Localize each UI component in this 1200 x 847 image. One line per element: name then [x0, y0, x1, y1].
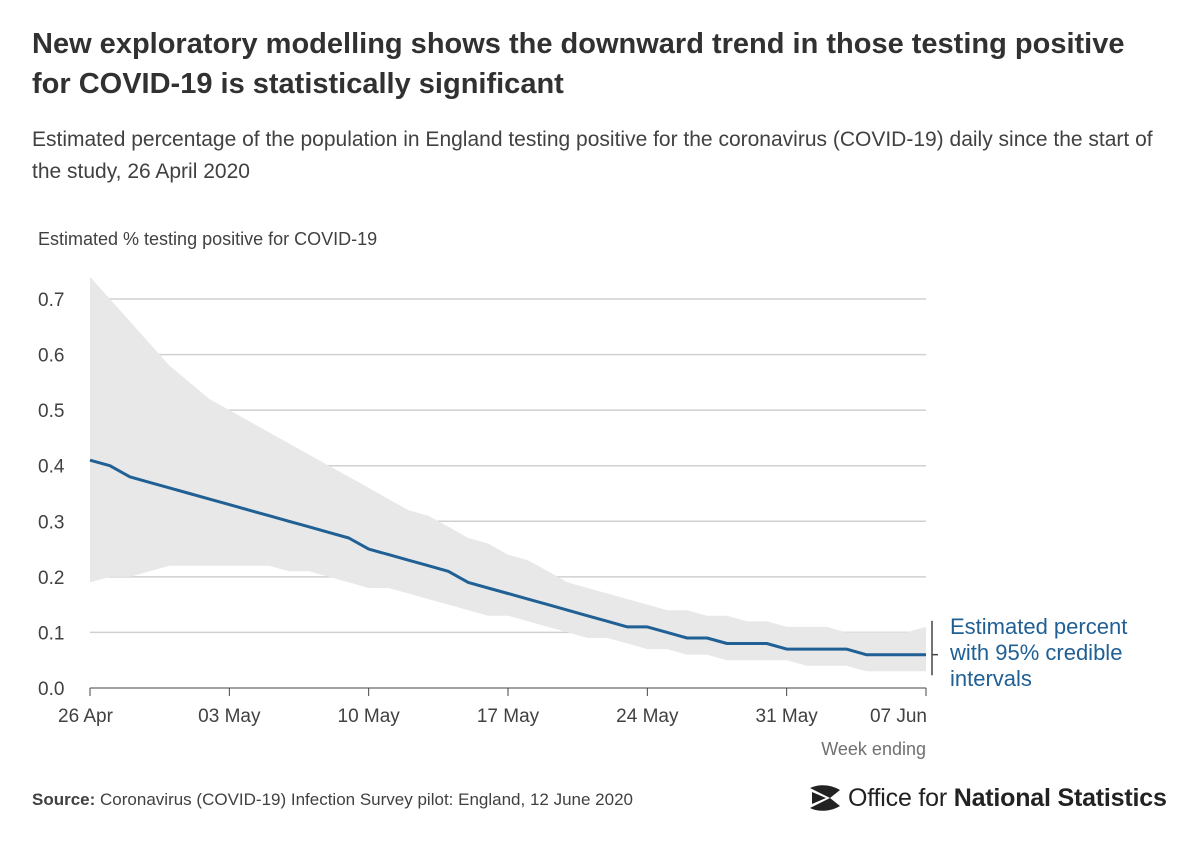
y-tick-label: 0.5 — [38, 401, 64, 422]
logo-text-bold: National Statistics — [953, 783, 1167, 812]
annotation-line: with 95% credible — [949, 640, 1122, 665]
logo-text-regular: Office for — [848, 783, 954, 812]
estimate-line — [89, 458, 926, 657]
y-axis-label: Estimated % testing positive for COVID-1… — [38, 229, 377, 249]
y-tick-label: 0.1 — [38, 623, 64, 644]
credible-interval-band — [90, 276, 926, 672]
source-label: Source: — [32, 790, 96, 809]
x-tick-label: 17 May — [477, 706, 540, 727]
x-tick-label: 24 May — [616, 706, 679, 727]
x-tick-label: 03 May — [198, 706, 261, 727]
ons-logo: Office for National Statistics — [808, 782, 1167, 814]
y-tick-label: 0.7 — [38, 290, 64, 311]
chart-subtitle: Estimated percentage of the population i… — [32, 128, 1153, 183]
annotation-line: Estimated percent — [950, 614, 1127, 639]
y-tick-label: 0.0 — [38, 679, 64, 700]
x-tick-label: 10 May — [338, 706, 401, 727]
x-tick-label: 26 Apr — [58, 706, 114, 727]
series-annotation: Estimated percent with 95% credible interv… — [949, 614, 1127, 691]
y-axis-ticks: 0.0 0.1 0.2 0.3 0.4 0.5 0.6 0.7 — [38, 290, 65, 700]
source-note: Source: Coronavirus (COVID-19) Infection… — [32, 790, 633, 810]
ons-logo-icon — [810, 785, 840, 811]
x-axis-label: Week ending — [821, 739, 926, 759]
x-tick-label: 31 May — [756, 706, 819, 727]
chart-title: New exploratory modelling shows the down… — [32, 28, 1125, 100]
annotation-line: intervals — [950, 666, 1032, 691]
interval-bracket — [931, 620, 938, 676]
y-tick-label: 0.3 — [38, 512, 64, 533]
y-tick-label: 0.6 — [38, 346, 64, 367]
ons-logo-text: Office for National Statistics — [848, 784, 1167, 813]
y-tick-label: 0.4 — [38, 457, 65, 478]
source-text: Coronavirus (COVID-19) Infection Survey … — [100, 790, 633, 809]
chart-svg: Estimated % testing positive for COVID-1… — [38, 229, 1127, 759]
y-tick-label: 0.2 — [38, 568, 64, 589]
x-axis-ticks: 26 Apr 03 May 10 May 17 May 24 May 31 May 07 J… — [58, 688, 927, 727]
x-tick-label: 07 Jun — [870, 706, 927, 727]
